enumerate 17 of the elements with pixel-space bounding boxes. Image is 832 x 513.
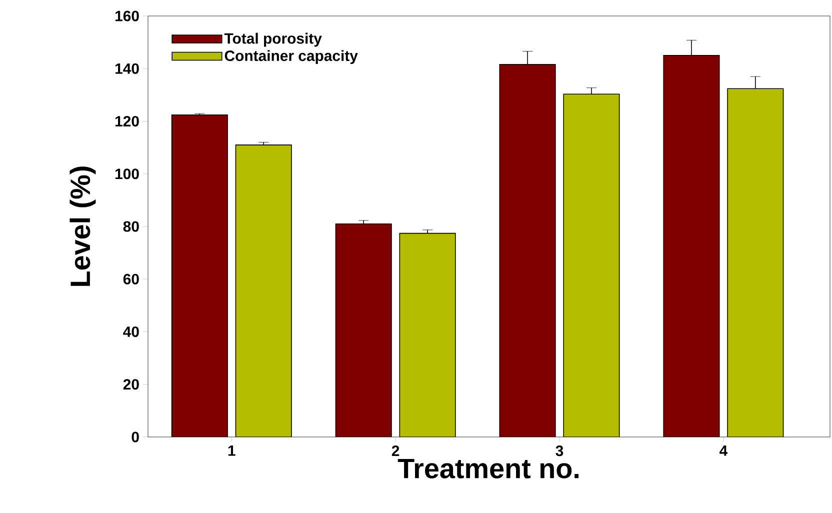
y-tick-label: 0 bbox=[132, 432, 139, 442]
y-tick-label: 120 bbox=[115, 116, 139, 127]
legend-label: Total porosity bbox=[224, 32, 322, 47]
x-tick-label: 1 bbox=[228, 446, 236, 456]
legend-label: Container capacity bbox=[224, 50, 358, 64]
x-tick-label: 2 bbox=[392, 446, 400, 456]
x-axis-title: Treatment no. bbox=[398, 458, 579, 478]
y-axis-title: Level (%) bbox=[70, 166, 96, 286]
x-tick-label: 4 bbox=[720, 446, 728, 456]
y-tick-label: 20 bbox=[123, 379, 139, 390]
y-tick-label: 100 bbox=[115, 168, 139, 180]
y-tick-label: 40 bbox=[123, 326, 139, 338]
x-tick-label: 3 bbox=[556, 446, 564, 456]
y-tick-label: 80 bbox=[123, 221, 139, 232]
y-tick-label: 140 bbox=[115, 63, 139, 74]
y-tick-label: 160 bbox=[115, 10, 139, 22]
y-tick-label: 60 bbox=[123, 274, 139, 284]
